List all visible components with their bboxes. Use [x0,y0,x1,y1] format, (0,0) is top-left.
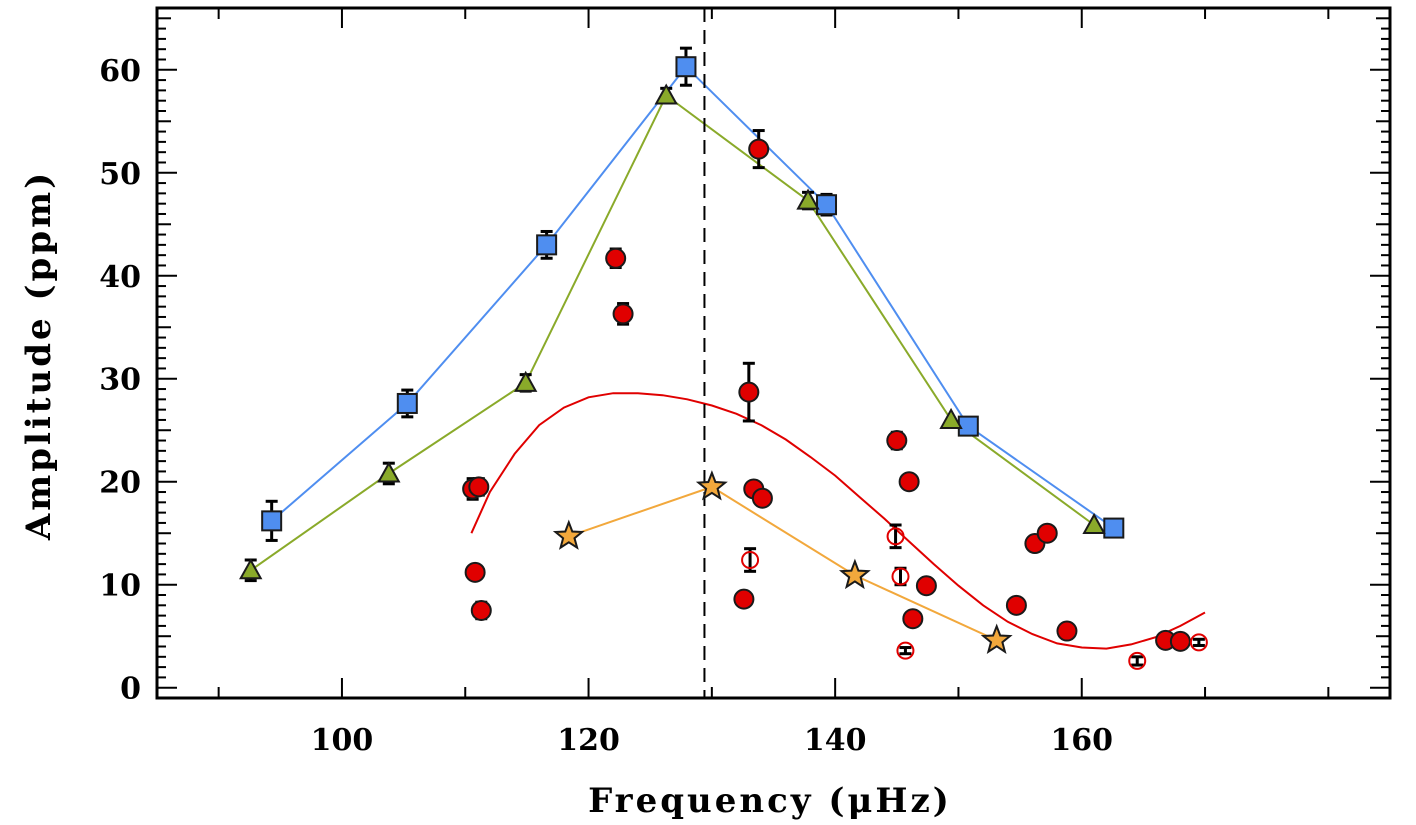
y-tick-label: 0 [120,672,141,707]
filled-circle-marker [1005,594,1027,616]
open-circle-marker [1128,651,1147,670]
y-tick-label: 50 [99,157,141,192]
filled-circle-marker [470,599,492,621]
x-axis-title: Frequency (μHz) [588,781,952,821]
triangle-marker [939,407,963,429]
y-tick-label: 10 [99,569,141,604]
y-axis-title: Amplitude (ppm) [19,170,59,541]
y-tick-label: 30 [99,363,141,398]
square-marker [1103,517,1125,539]
tick-labels: 100 120 140 160 0 10 20 30 40 50 60 [99,54,1113,758]
series-line-triangle [250,93,1095,572]
filled-circle-marker [1056,620,1078,642]
triangle-marker [654,83,678,105]
series-line-square [271,65,1115,529]
x-tick-label: 160 [1050,723,1113,758]
filled-circle-marker [915,575,937,597]
axis-ticks [157,8,1390,698]
triangle-marker [513,370,538,392]
fit-curve [470,392,1206,650]
filled-circle-marker [464,561,486,583]
plot-border [155,6,1392,700]
square-marker [536,234,558,256]
open-circle-marker [896,641,915,660]
triangle-marker [796,188,820,210]
error-bar [1131,655,1144,667]
y-tick-label: 20 [99,466,141,501]
square-marker [261,510,283,532]
triangle-marker [1082,512,1106,534]
filled-circle-marker [1036,522,1058,544]
square-marker [957,415,979,437]
star-marker [552,519,585,550]
x-tick-label: 140 [804,723,867,758]
filled-circle-marker [902,608,924,630]
square-marker [816,194,838,216]
filled-circle-marker [612,303,634,325]
open-circle-marker [886,527,905,546]
filled-circle-marker [898,471,920,493]
filled-circle-marker [751,487,773,509]
open-circle-marker [741,551,760,569]
triangle-marker [239,558,263,580]
fit-curve-layer [470,392,1206,650]
triangle-marker [377,461,401,483]
error-bars [244,46,1205,667]
filled-circle-marker [748,138,770,160]
star-marker [980,623,1013,654]
filled-circle-marker [605,247,627,269]
open-circle-marker [891,567,910,586]
filled-circle-marker [738,381,760,403]
filled-circle-marker [886,430,908,452]
x-tick-label: 120 [557,723,620,758]
open-circle-marker [1189,633,1208,652]
error-bar [1192,637,1205,647]
filled-circle-marker [733,588,755,610]
square-marker [675,56,697,78]
filled-circle-marker [1169,630,1191,652]
series-lines [250,65,1115,642]
data-markers [239,56,1208,670]
error-bar [899,646,912,656]
x-tick-label: 100 [311,723,374,758]
star-marker [695,470,728,501]
star-marker [838,558,871,590]
square-marker [396,392,418,414]
y-tick-label: 40 [99,260,141,295]
y-tick-label: 60 [99,54,141,89]
filled-circle-marker [468,476,490,498]
series-line-star [568,485,998,642]
plot-frame [155,6,1392,700]
